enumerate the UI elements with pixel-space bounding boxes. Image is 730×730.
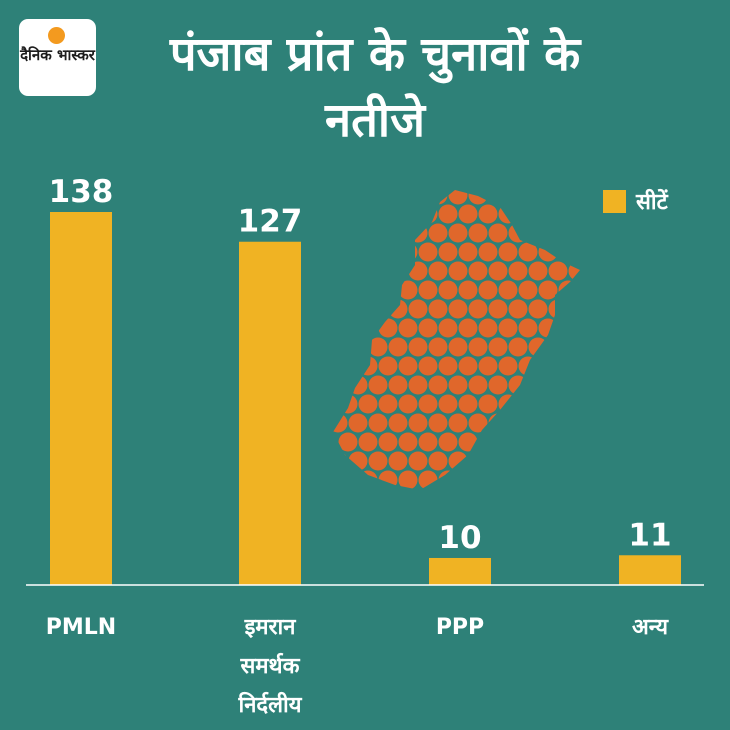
category-label-3-0: अन्य bbox=[632, 615, 669, 640]
category-label-0-0: PMLN bbox=[46, 615, 116, 640]
legend: सीटें bbox=[603, 187, 668, 215]
category-label-2-0: PPP bbox=[436, 615, 484, 640]
logo-sun-icon bbox=[48, 27, 65, 44]
legend-swatch bbox=[603, 189, 626, 213]
category-label-1-2: निर्दलीय bbox=[238, 691, 303, 718]
data-label-1: 127 bbox=[238, 204, 303, 240]
data-label-0: 138 bbox=[49, 174, 114, 210]
chart-title: पंजाब प्रांत के चुनावों के नतीजे bbox=[169, 27, 581, 148]
punjab-province-map-icon bbox=[333, 190, 580, 490]
bars-group bbox=[50, 212, 681, 586]
bar-0 bbox=[50, 212, 112, 585]
data-label-2: 10 bbox=[438, 520, 481, 556]
bar-3 bbox=[619, 555, 681, 585]
bar-2 bbox=[429, 557, 491, 585]
dainik-bhaskar-logo: दैनिक भास्कर bbox=[19, 19, 96, 96]
legend-label: सीटें bbox=[636, 190, 668, 215]
labels-group: 138 PMLN 127 इमरान समर्थक निर्दलीय 10 PPP 11 अन्य bbox=[46, 174, 672, 718]
logo-text: दैनिक भास्कर bbox=[20, 46, 95, 64]
category-label-1-1: समर्थक bbox=[240, 652, 301, 679]
bar-1 bbox=[239, 241, 301, 586]
category-label-1-0: इमरान bbox=[244, 615, 297, 640]
data-label-3: 11 bbox=[628, 517, 671, 553]
